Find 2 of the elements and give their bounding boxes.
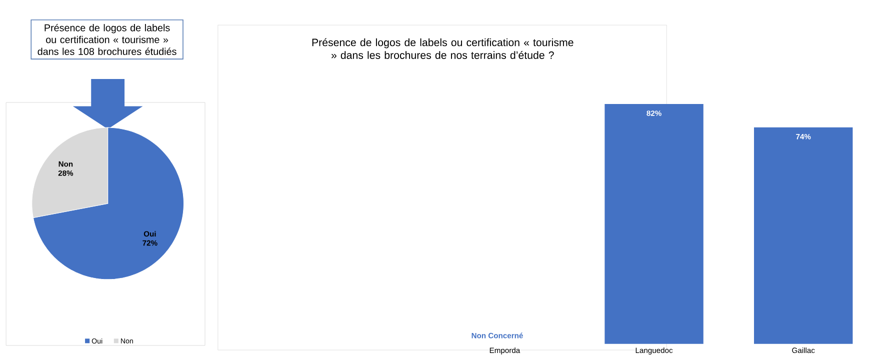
chart-title: Présence de logos de labels ou certification « tourisme » dans les brochures de nos terrains d’étude ? [312,38,574,59]
chart-title: Présence de logos de labels ou certification « tourisme » dans les 108 brochures étudiés [38,24,176,56]
